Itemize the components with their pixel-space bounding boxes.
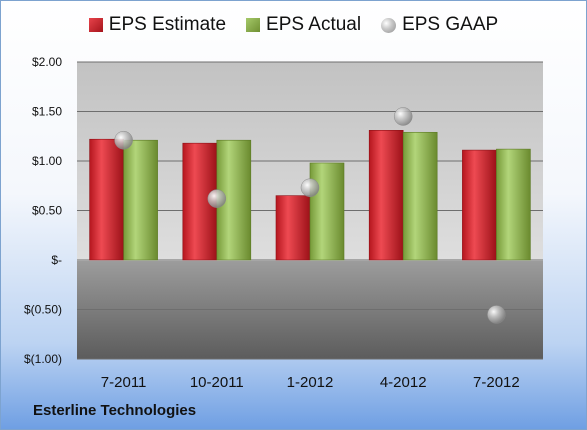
y-tick-label: $(1.00) [24,352,62,366]
legend-swatch-eps-gaap [381,17,397,33]
eps-gaap-point [393,107,413,126]
legend-label-eps-estimate: EPS Estimate [108,14,227,35]
eps-gaap-point [114,130,133,150]
legend-swatch-eps-actual [246,18,261,32]
eps-actual-bar [496,148,531,261]
x-tick-label: 1-2012 [287,374,334,391]
legend-label-eps-gaap: EPS GAAP [402,14,499,35]
legend-item-eps-actual: EPS Actual [246,14,361,36]
x-tick-label: 4-2012 [380,374,427,391]
x-tick-label: 7-2012 [473,374,520,391]
eps-actual-bar [402,131,438,261]
y-tick-label: $0.50 [32,204,62,218]
x-axis-ticks: 7-2011 10-2011 1-2012 4-2012 7-2012 [101,374,520,391]
eps-actual-bar [309,162,345,261]
eps-estimate-bar [462,149,497,261]
eps-gaap-point [207,189,227,208]
y-axis-ticks: $2.00 $1.50 $1.00 $0.50 $- $(0.50) $(1.00) [24,55,62,366]
chart-legend: EPS Estimate EPS Actual EPS GAAP [0,14,587,36]
company-name: Esterline Technologies [33,402,197,419]
y-tick-label: $1.00 [32,154,62,168]
y-tick-label: $- [51,253,62,267]
gaap-points-layer [114,107,506,324]
eps-gaap-point [300,178,320,197]
eps-gaap-point [487,305,506,324]
eps-estimate-bar [368,130,404,261]
y-tick-label: $1.50 [32,105,62,119]
legend-item-eps-gaap: EPS GAAP [381,14,498,36]
legend-label-eps-actual: EPS Actual [266,14,362,35]
eps-estimate-bar [275,195,311,261]
x-tick-label: 7-2011 [101,374,147,391]
legend-swatch-eps-estimate [88,18,103,32]
eps-estimate-bar [89,138,124,261]
legend-item-eps-estimate: EPS Estimate [88,14,227,36]
y-tick-label: $2.00 [32,55,62,69]
eps-actual-bar [123,139,158,261]
y-tick-label: $(0.50) [24,303,62,317]
x-tick-label: 10-2011 [190,374,244,391]
